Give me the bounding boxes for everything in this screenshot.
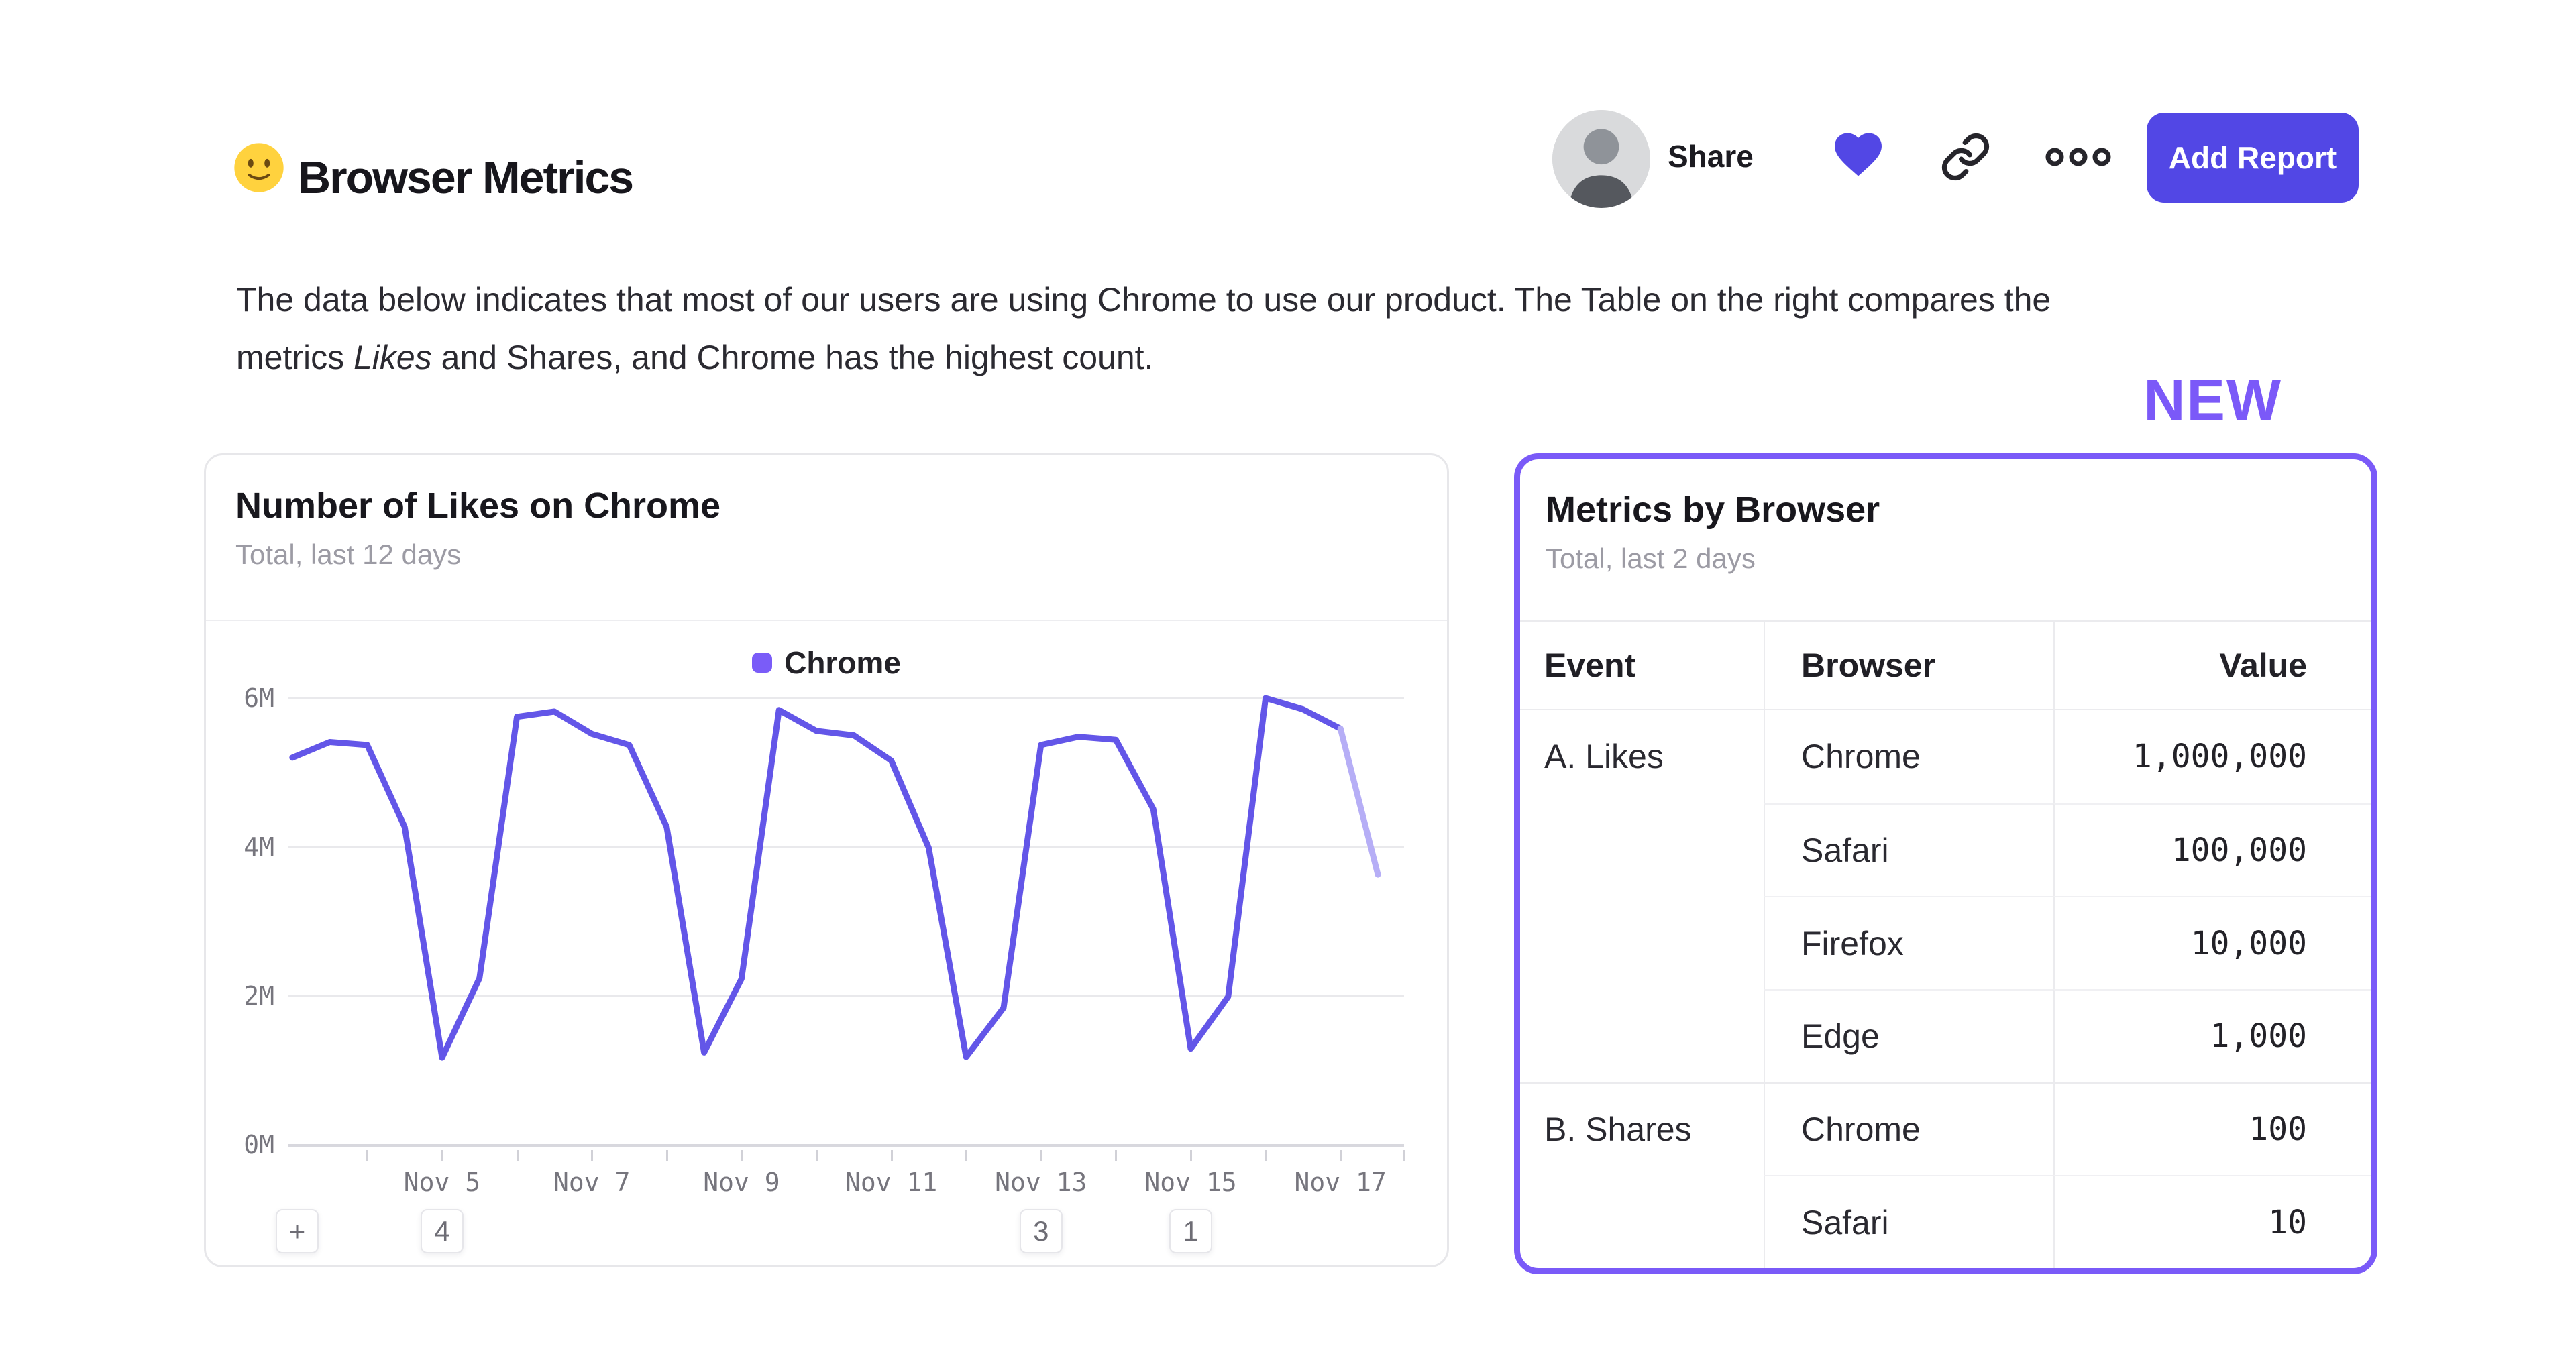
- y-axis-label: 4M: [244, 832, 274, 862]
- more-options-button[interactable]: [2045, 145, 2112, 172]
- legend-item-chrome[interactable]: Chrome: [206, 644, 1447, 681]
- browser-cell: Chrome: [1764, 710, 2053, 803]
- value-cell: 100: [2053, 1082, 2371, 1176]
- page-title: Browser Metrics: [298, 152, 634, 203]
- browser-cell: Safari: [1764, 803, 2053, 897]
- annotation-count-badge[interactable]: 1: [1169, 1209, 1212, 1253]
- browser-cell: Safari: [1764, 1175, 2053, 1268]
- x-axis-tick: [1040, 1150, 1042, 1161]
- x-axis-tick: [1265, 1150, 1267, 1161]
- x-axis-label: Nov 17: [1294, 1168, 1387, 1197]
- value-cell: 10,000: [2053, 896, 2371, 989]
- event-cell: B. Shares: [1520, 1082, 1764, 1176]
- browser-cell: Firefox: [1764, 896, 2053, 989]
- x-axis-tick: [665, 1150, 668, 1161]
- ellipsis-icon: [2045, 144, 2112, 174]
- x-axis-tick: [591, 1150, 594, 1161]
- value-cell: 100,000: [2053, 803, 2371, 897]
- value-cell: 1,000: [2053, 989, 2371, 1082]
- column-header-event: Event: [1520, 622, 1764, 710]
- legend-label: Chrome: [784, 645, 901, 680]
- y-axis-label: 2M: [244, 981, 274, 1011]
- x-axis-tick: [1340, 1150, 1342, 1161]
- event-cell: [1520, 896, 1764, 989]
- gridline-0M: [288, 1144, 1404, 1147]
- gridline-6M: [288, 697, 1404, 699]
- event-cell: [1520, 803, 1764, 897]
- x-axis-tick: [890, 1150, 893, 1161]
- x-axis-tick: [366, 1150, 369, 1161]
- x-axis-tick: [741, 1150, 743, 1161]
- browser-cell: Chrome: [1764, 1082, 2053, 1176]
- x-axis-label: Nov 13: [995, 1168, 1087, 1197]
- metrics-table: Event Browser Value A. Likes Chrome 1,000,…: [1520, 620, 2371, 1268]
- x-axis-label: Nov 5: [403, 1168, 481, 1197]
- x-axis-tick: [1190, 1150, 1192, 1161]
- event-cell: [1520, 989, 1764, 1082]
- x-axis-tick: [1403, 1150, 1405, 1161]
- x-axis-label: Nov 9: [703, 1168, 780, 1197]
- heart-icon: [1829, 126, 1888, 186]
- metrics-table-card: Metrics by Browser Total, last 2 days Ev…: [1514, 453, 2377, 1274]
- value-cell: 1,000,000: [2053, 710, 2371, 803]
- chart-subtitle: Total, last 12 days: [235, 539, 462, 570]
- chart-title: Number of Likes on Chrome: [235, 486, 721, 526]
- annotation-count-badge[interactable]: 3: [1019, 1209, 1063, 1253]
- x-axis-tick: [516, 1150, 519, 1161]
- x-axis-label: Nov 7: [553, 1168, 631, 1197]
- column-header-value: Value: [2053, 622, 2371, 710]
- x-axis-label: Nov 11: [845, 1168, 938, 1197]
- likes-chart-card: Number of Likes on Chrome Total, last 12…: [204, 453, 1449, 1267]
- add-report-button[interactable]: Add Report: [2147, 113, 2359, 203]
- share-button[interactable]: Share: [1668, 139, 1754, 174]
- browser-cell: Edge: [1764, 989, 2053, 1082]
- legend-swatch: [752, 653, 773, 673]
- copy-link-button[interactable]: [1940, 133, 1991, 184]
- y-axis-label: 0M: [244, 1130, 274, 1160]
- x-axis-label: Nov 15: [1144, 1168, 1237, 1197]
- line-chart: 0M 2M 4M 6M Nov 5 Nov 7 Nov 9 Nov 11 Nov 13 Nov 1…: [206, 455, 1447, 1265]
- column-header-browser: Browser: [1764, 622, 2053, 710]
- add-annotation-button[interactable]: +: [276, 1209, 319, 1253]
- event-cell: A. Likes: [1544, 738, 1664, 776]
- value-cell: 10: [2053, 1175, 2371, 1268]
- gridline-4M: [288, 846, 1404, 848]
- annotation-count-badge[interactable]: 4: [421, 1209, 464, 1253]
- description-line1: The data below indicates that most of ou…: [236, 281, 2051, 319]
- event-cell: [1520, 1175, 1764, 1268]
- table-title: Metrics by Browser: [1546, 490, 1880, 530]
- card-divider: [206, 620, 1447, 621]
- y-axis-label: 6M: [244, 683, 274, 713]
- avatar[interactable]: [1552, 110, 1650, 208]
- x-axis-tick: [965, 1150, 968, 1161]
- smiley-emoji-icon: [232, 141, 286, 194]
- link-icon: [1940, 131, 1991, 186]
- favorite-button[interactable]: [1829, 127, 1888, 184]
- new-label: NEW: [2143, 368, 2282, 433]
- report-description: The data below indicates that most of ou…: [236, 271, 2470, 386]
- table-subtitle: Total, last 2 days: [1546, 543, 1756, 574]
- x-axis-tick: [1115, 1150, 1118, 1161]
- description-line2: metrics Likes and Shares, and Chrome has…: [236, 339, 1154, 376]
- x-axis-tick: [441, 1150, 443, 1161]
- x-axis-tick: [816, 1150, 818, 1161]
- gridline-2M: [288, 995, 1404, 997]
